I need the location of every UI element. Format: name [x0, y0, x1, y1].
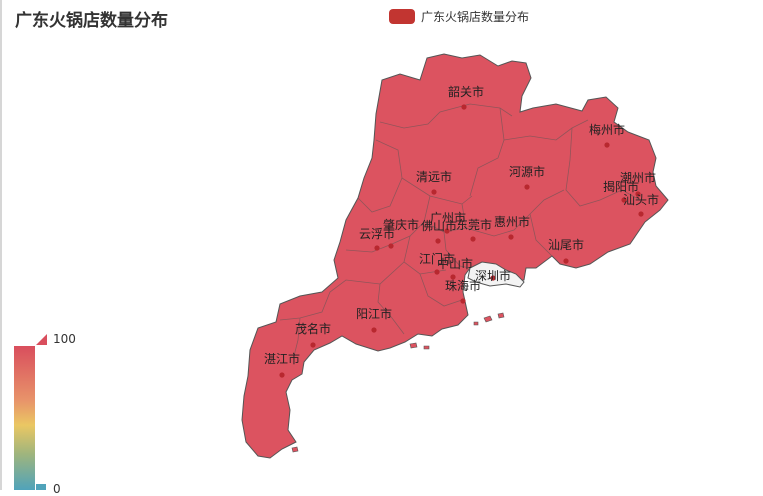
- city-label: 东莞市: [456, 217, 492, 232]
- city-point[interactable]: [490, 275, 496, 281]
- city-label: 佛山市: [421, 218, 457, 233]
- city-label: 潮州市: [620, 170, 656, 185]
- city-label: 阳江市: [356, 306, 392, 321]
- city-point[interactable]: [371, 327, 377, 333]
- city-label: 湛江市: [264, 351, 300, 366]
- city-label: 茂名市: [295, 321, 331, 336]
- legend-label: 广东火锅店数量分布: [421, 10, 530, 24]
- legend-swatch: [389, 9, 415, 24]
- city-label: 珠海市: [445, 278, 481, 293]
- city-label: 汕尾市: [548, 237, 584, 252]
- city-label: 清远市: [416, 169, 452, 184]
- city-point[interactable]: [388, 243, 394, 249]
- city-label: 河源市: [509, 164, 545, 179]
- city-label: 江门市: [419, 251, 455, 266]
- city-point[interactable]: [508, 234, 514, 240]
- left-edge-divider: [0, 0, 2, 490]
- city-point[interactable]: [431, 189, 437, 195]
- visualmap-max-label: 100: [53, 332, 76, 346]
- city-label: 广州市: [430, 210, 466, 225]
- city-boundaries: [279, 103, 641, 357]
- coastal-islands: [291, 312, 505, 453]
- visualmap-gradient-bar[interactable]: [14, 346, 35, 490]
- chart-title: 广东火锅店数量分布: [15, 11, 168, 31]
- city-point[interactable]: [470, 236, 476, 242]
- city-point[interactable]: [461, 104, 467, 110]
- city-label: 梅州市: [589, 122, 625, 137]
- visualmap-min-handle[interactable]: [36, 484, 46, 490]
- city-label: 肇庆市: [383, 217, 419, 232]
- city-label: 韶关市: [448, 84, 484, 99]
- legend-item[interactable]: 广东火锅店数量分布: [389, 8, 529, 25]
- visualmap-min-label: 0: [53, 482, 61, 496]
- province-shape[interactable]: [241, 53, 669, 459]
- city-point[interactable]: [563, 258, 569, 264]
- city-point[interactable]: [635, 191, 641, 197]
- city-point[interactable]: [621, 197, 627, 203]
- city-point[interactable]: [604, 142, 610, 148]
- city-point[interactable]: [444, 228, 450, 234]
- city-point[interactable]: [279, 372, 285, 378]
- city-point[interactable]: [460, 298, 466, 304]
- city-label: 汕头市: [623, 192, 659, 207]
- city-point[interactable]: [434, 269, 440, 275]
- city-point[interactable]: [435, 238, 441, 244]
- city-label: 云浮市: [359, 226, 395, 241]
- city-label: 深圳市: [475, 268, 511, 283]
- city-label: 中山市: [437, 256, 473, 271]
- city-point[interactable]: [524, 184, 530, 190]
- city-point[interactable]: [374, 245, 380, 251]
- visualmap-max-handle[interactable]: [36, 334, 47, 345]
- city-label: 揭阳市: [603, 179, 639, 194]
- city-point[interactable]: [638, 211, 644, 217]
- city-label: 惠州市: [494, 214, 530, 229]
- city-point[interactable]: [450, 274, 456, 280]
- shenzhen-region[interactable]: [467, 261, 525, 288]
- city-point[interactable]: [310, 342, 316, 348]
